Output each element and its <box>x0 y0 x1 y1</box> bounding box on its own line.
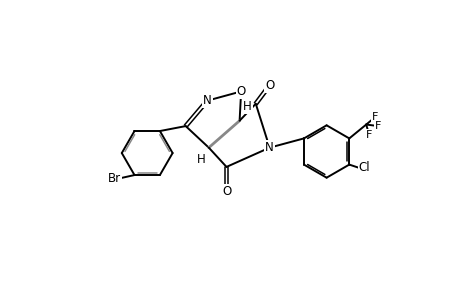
Text: O: O <box>236 85 245 98</box>
Text: N: N <box>265 141 274 154</box>
Text: O: O <box>221 185 230 198</box>
Text: H: H <box>242 100 251 113</box>
Text: N: N <box>202 94 211 107</box>
Text: F: F <box>371 112 378 122</box>
Text: H: H <box>196 153 205 166</box>
Text: Br: Br <box>107 172 120 184</box>
Text: O: O <box>264 79 274 92</box>
Text: F: F <box>365 130 372 140</box>
Text: Cl: Cl <box>358 161 369 174</box>
Text: F: F <box>375 121 381 131</box>
